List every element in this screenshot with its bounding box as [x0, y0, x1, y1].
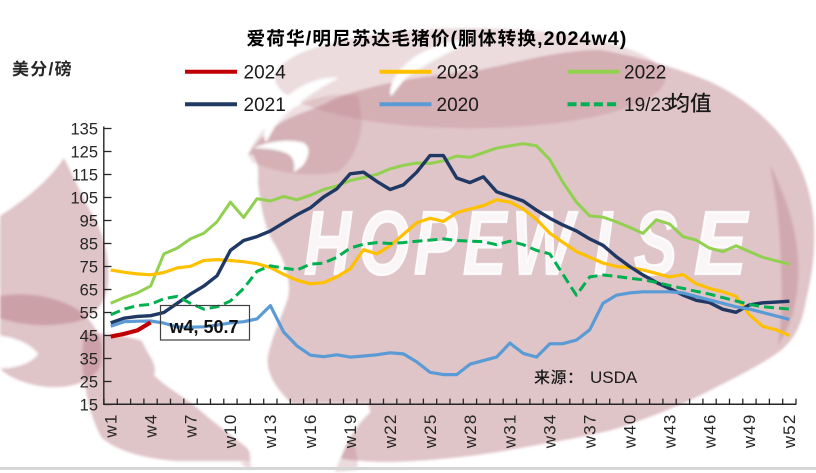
svg-text:w34: w34: [541, 414, 560, 450]
svg-text:2023: 2023: [437, 62, 479, 83]
svg-text:115: 115: [72, 167, 98, 185]
svg-text:35: 35: [80, 351, 98, 369]
svg-text:w1: w1: [102, 414, 121, 439]
svg-text:135: 135: [70, 121, 98, 139]
svg-text:w46: w46: [700, 414, 719, 450]
svg-text:2020: 2020: [437, 95, 479, 116]
svg-text:w49: w49: [740, 414, 759, 450]
svg-text:w4: w4: [141, 414, 160, 439]
svg-text:2024: 2024: [244, 62, 287, 83]
svg-text:55: 55: [80, 305, 98, 323]
svg-text:w28: w28: [461, 414, 480, 450]
svg-text:w22: w22: [381, 414, 400, 450]
svg-text:85: 85: [80, 236, 98, 254]
svg-text:65: 65: [80, 282, 98, 300]
svg-text:w10: w10: [221, 414, 240, 450]
svg-text:E: E: [463, 193, 508, 294]
svg-text:w25: w25: [421, 414, 440, 450]
svg-text:w7: w7: [181, 414, 200, 439]
svg-text:w16: w16: [301, 414, 320, 450]
svg-text:w52: w52: [780, 414, 799, 450]
svg-text:w13: w13: [261, 414, 280, 450]
svg-text:w19: w19: [341, 414, 360, 450]
svg-text:25: 25: [80, 374, 98, 392]
svg-text:75: 75: [80, 259, 98, 277]
svg-text:2021: 2021: [244, 95, 286, 116]
svg-text:19/23: 19/23: [624, 95, 672, 116]
svg-text:E: E: [694, 192, 749, 293]
svg-text:45: 45: [80, 328, 98, 346]
svg-text:USDA: USDA: [590, 368, 638, 387]
svg-text:2022: 2022: [624, 62, 666, 83]
svg-text:w40: w40: [621, 414, 640, 450]
svg-text:105: 105: [70, 190, 98, 208]
svg-text:15: 15: [80, 397, 98, 415]
svg-text:P: P: [414, 193, 458, 294]
svg-text:w37: w37: [581, 414, 600, 450]
svg-text:125: 125: [70, 144, 98, 162]
svg-text:95: 95: [80, 213, 98, 231]
svg-text:H: H: [304, 193, 352, 294]
svg-text:w43: w43: [660, 414, 679, 450]
svg-text:w4, 50.7: w4, 50.7: [169, 317, 239, 337]
svg-text:w31: w31: [501, 414, 520, 450]
